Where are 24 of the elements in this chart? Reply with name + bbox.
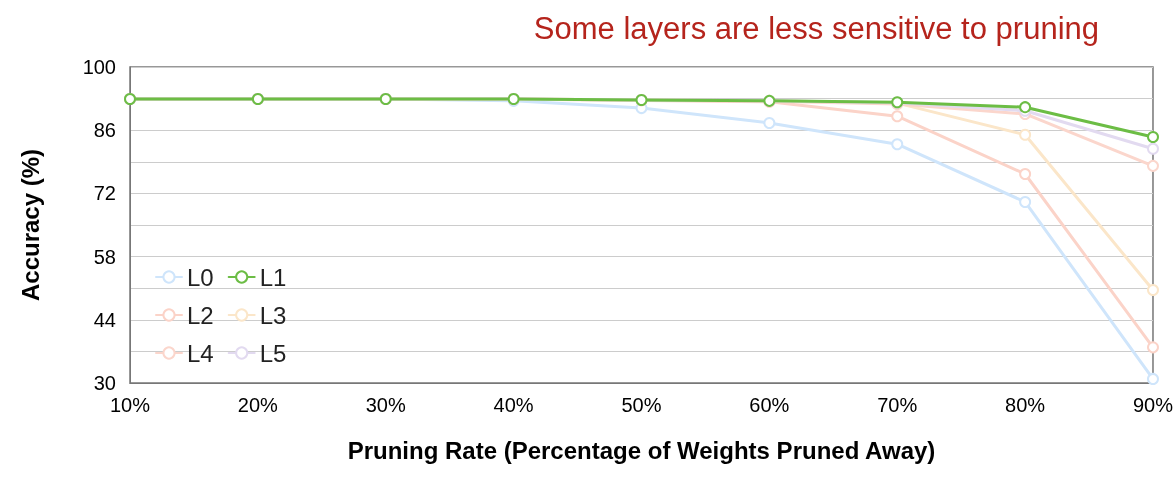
y-tick-label: 44 — [93, 308, 116, 331]
legend-label: L2 — [187, 301, 214, 329]
chart-title: Some layers are less sensitive to pruning — [533, 11, 1100, 46]
y-tick-label: 30 — [93, 372, 116, 394]
legend-label: L4 — [187, 339, 214, 367]
legend-label: L1 — [259, 263, 287, 291]
x-tick-label: 80% — [1005, 394, 1046, 416]
y-axis-title: Accuracy (%) — [16, 148, 44, 302]
y-tick-label: 58 — [93, 245, 116, 268]
x-tick-label: 60% — [749, 394, 790, 416]
legend-label: L5 — [259, 339, 287, 367]
x-tick-label: 40% — [493, 394, 534, 416]
x-tick-label: 90% — [1132, 394, 1174, 416]
legend-label: L3 — [259, 301, 287, 329]
y-tick-label: 86 — [93, 119, 116, 142]
legend-label: L0 — [187, 263, 214, 291]
y-tick-label: 72 — [93, 182, 116, 205]
y-tick-label: 100 — [82, 56, 116, 78]
x-axis-title: Pruning Rate (Percentage of Weights Pruned Away) — [347, 436, 936, 464]
x-tick-label: 30% — [365, 394, 406, 416]
x-tick-label: 20% — [237, 394, 279, 416]
x-tick-label: 50% — [621, 394, 662, 416]
x-tick-label: 70% — [877, 394, 918, 416]
x-tick-label: 10% — [109, 394, 151, 416]
